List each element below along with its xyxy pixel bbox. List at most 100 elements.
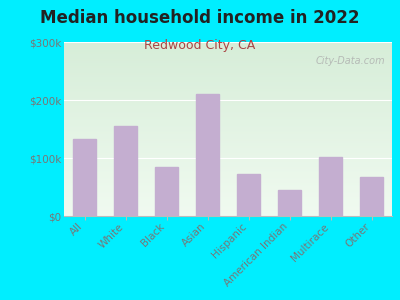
Bar xyxy=(64,204,392,206)
Bar xyxy=(64,91,392,92)
Bar xyxy=(64,122,392,124)
Bar xyxy=(64,167,392,169)
Bar xyxy=(64,46,392,47)
Bar xyxy=(64,140,392,141)
Bar xyxy=(64,72,392,73)
Bar xyxy=(64,181,392,183)
Bar xyxy=(278,190,301,216)
Bar xyxy=(64,59,392,61)
Bar xyxy=(64,146,392,148)
Bar xyxy=(64,66,392,68)
Bar xyxy=(64,162,392,164)
Bar xyxy=(64,70,392,72)
Bar xyxy=(64,133,392,134)
Bar xyxy=(64,51,392,52)
Bar xyxy=(64,171,392,172)
Bar xyxy=(64,188,392,190)
Bar xyxy=(64,77,392,79)
Bar xyxy=(64,115,392,117)
Bar xyxy=(64,58,392,59)
Bar xyxy=(64,150,392,152)
Bar xyxy=(64,211,392,212)
Bar xyxy=(196,94,219,216)
Bar xyxy=(64,174,392,176)
Bar xyxy=(64,103,392,105)
Bar xyxy=(64,155,392,157)
Bar xyxy=(64,200,392,202)
Bar xyxy=(64,169,392,171)
Bar xyxy=(64,197,392,199)
Bar xyxy=(64,98,392,99)
Bar xyxy=(64,145,392,146)
Bar xyxy=(64,143,392,145)
Bar xyxy=(64,92,392,94)
Bar xyxy=(64,49,392,51)
Bar xyxy=(64,47,392,49)
Text: City-Data.com: City-Data.com xyxy=(316,56,386,66)
Bar xyxy=(64,157,392,159)
Bar xyxy=(64,42,392,44)
Bar xyxy=(155,167,178,216)
Bar xyxy=(64,179,392,181)
Bar xyxy=(64,73,392,75)
Bar xyxy=(64,124,392,125)
Bar xyxy=(64,80,392,82)
Bar xyxy=(64,44,392,46)
Bar xyxy=(64,64,392,66)
Bar xyxy=(64,185,392,186)
Bar xyxy=(64,195,392,197)
Bar xyxy=(64,110,392,112)
Bar xyxy=(64,131,392,133)
Bar xyxy=(64,99,392,101)
Bar xyxy=(64,61,392,63)
Bar xyxy=(64,106,392,108)
Bar xyxy=(64,134,392,136)
Bar xyxy=(64,108,392,110)
Bar xyxy=(64,117,392,118)
Bar xyxy=(237,174,260,216)
Bar xyxy=(64,199,392,200)
Bar xyxy=(64,127,392,129)
Bar xyxy=(64,194,392,195)
Bar xyxy=(64,138,392,140)
Bar xyxy=(64,209,392,211)
Bar xyxy=(114,126,137,216)
Bar xyxy=(64,159,392,160)
Bar xyxy=(64,166,392,167)
Bar xyxy=(64,79,392,80)
Bar xyxy=(64,87,392,89)
Bar xyxy=(64,75,392,77)
Bar xyxy=(64,112,392,113)
Text: Redwood City, CA: Redwood City, CA xyxy=(144,39,256,52)
Bar xyxy=(64,84,392,85)
Bar xyxy=(64,120,392,122)
Bar xyxy=(64,176,392,178)
Bar xyxy=(64,129,392,131)
Text: Median household income in 2022: Median household income in 2022 xyxy=(40,9,360,27)
Bar xyxy=(64,136,392,138)
Bar xyxy=(64,113,392,115)
Bar xyxy=(64,214,392,216)
Bar xyxy=(64,190,392,192)
Bar xyxy=(319,157,342,216)
Bar xyxy=(64,68,392,70)
Bar xyxy=(64,52,392,54)
Bar xyxy=(64,183,392,185)
Bar xyxy=(64,105,392,106)
Bar xyxy=(360,177,383,216)
Bar xyxy=(64,63,392,64)
Bar xyxy=(64,186,392,188)
Bar xyxy=(64,192,392,194)
Bar xyxy=(64,148,392,150)
Bar xyxy=(64,125,392,127)
Bar xyxy=(64,118,392,120)
Bar xyxy=(64,89,392,91)
Bar xyxy=(64,172,392,174)
Bar xyxy=(64,85,392,87)
Bar xyxy=(64,153,392,155)
Bar xyxy=(64,202,392,204)
Bar xyxy=(64,94,392,96)
Bar xyxy=(64,152,392,153)
Bar xyxy=(64,212,392,214)
Bar xyxy=(64,96,392,98)
